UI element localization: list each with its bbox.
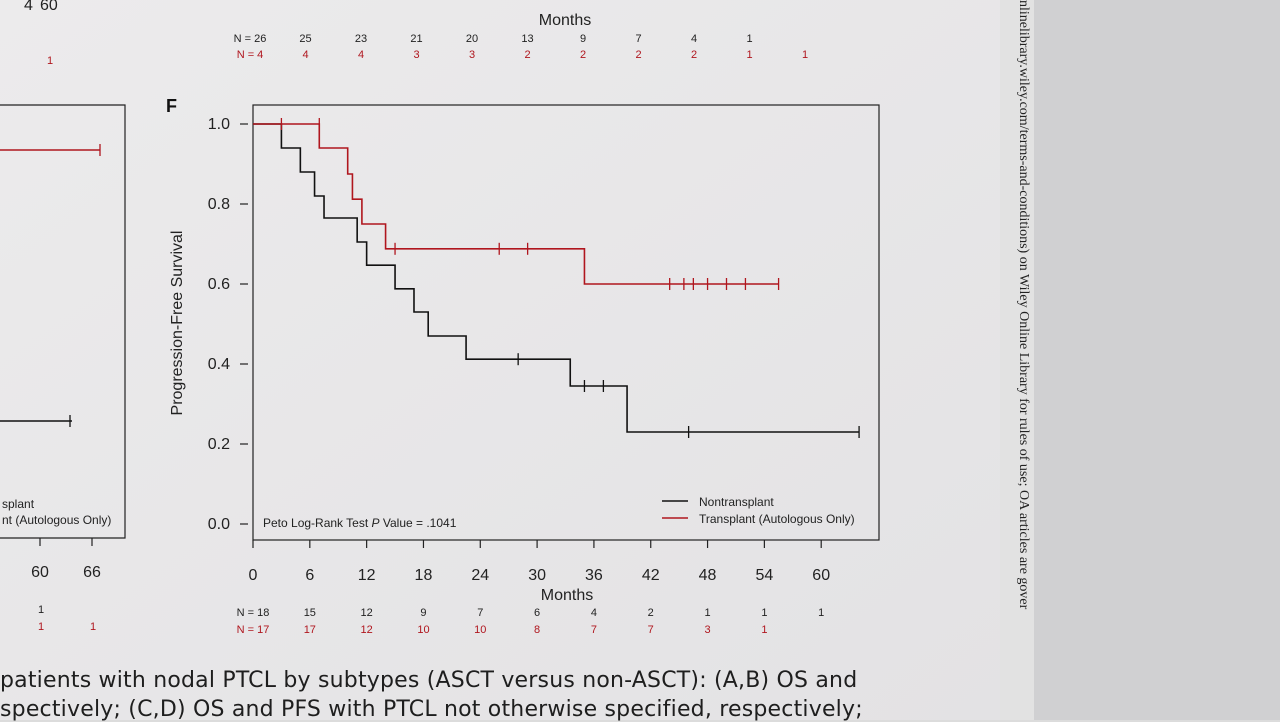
left-risk-row1-a: 1 [38,604,44,616]
risk-transplant: N = 17 [237,624,270,636]
risk-transplant: 17 [304,624,316,636]
series-line-transplant [253,123,779,285]
upper-risk-transplant: 3 [469,49,475,61]
upper-risk-transplant: 3 [413,49,419,61]
y-tick-label: 0.8 [208,196,230,213]
x-tick-label: 24 [471,567,489,584]
upper-risk-nontransplant: 7 [635,33,641,45]
survival-curves [253,118,860,438]
series-line-nontransplant [253,123,860,433]
x-tick-label: 30 [528,567,546,584]
x-axis: 0 6 12 18 24 30 36 42 48 54 60 [249,540,830,584]
x-tick-label: 42 [642,567,660,584]
x-tick-label: 12 [358,567,376,584]
x-tick-label: 18 [415,567,433,584]
left-x-tick-label-66: 66 [83,564,101,581]
upper-risk-nontransplant: 21 [410,33,422,45]
background-shadow [1034,0,1280,720]
risk-nontransplant: 2 [648,607,654,619]
pvalue-prefix: Peto Log-Rank Test [263,516,372,530]
risk-table: N = 18 N = 17 15 17 12 12 9 10 7 10 6 8 4 7 2 7 1 3 1 1 1 [237,607,825,636]
upper-xlabel: Months [539,12,591,29]
upper-risk-transplant: 1 [746,49,752,61]
x-tick-label: 48 [699,567,717,584]
risk-nontransplant: 7 [477,607,483,619]
upper-risk-transplant: 1 [802,49,808,61]
pvalue-suffix: Value = .1041 [380,516,457,530]
risk-transplant: 7 [648,624,654,636]
left-risk-row2-b: 1 [90,621,96,633]
upper-risk-nontransplant: 20 [466,33,478,45]
plot-frame [252,104,880,541]
risk-nontransplant: 1 [818,607,824,619]
y-axis-label: Progression-Free Survival [169,231,186,416]
risk-transplant: 7 [591,624,597,636]
upper-risk-nontransplant: 1 [746,33,752,45]
upper-risk-transplant: 4 [358,49,364,61]
legend-label-nontransplant: Nontransplant [699,495,774,509]
paper-margin [1000,0,1034,720]
upper-risk-nontransplant: 25 [299,33,311,45]
risk-transplant: 10 [417,624,429,636]
vertical-margin-text: nlinelibrary.wiley.com/terms-and-conditi… [1016,0,1031,610]
panel-label: F [166,96,177,116]
legend: Nontransplant Transplant (Autologous Onl… [662,495,855,526]
y-tick-label: 0.2 [208,436,230,453]
upper-risk-transplant: 2 [635,49,641,61]
y-tick-label: 1.0 [208,116,230,133]
risk-transplant: 3 [704,624,710,636]
risk-transplant: 12 [361,624,373,636]
x-tick-label: 0 [249,567,258,584]
x-tick-label: 36 [585,567,603,584]
upper-left-number-2: 60 [40,0,58,14]
left-legend-fragment-1: splant [2,497,35,511]
upper-panel: 4 60 Months 1 N = 26N = 4254234213203132… [24,0,808,67]
upper-risk-nontransplant: 23 [355,33,367,45]
legend-label-transplant: Transplant (Autologous Only) [699,512,855,526]
risk-transplant: 1 [761,624,767,636]
risk-nontransplant: 1 [761,607,767,619]
upper-left-red-number: 1 [47,55,53,67]
risk-nontransplant: N = 18 [237,607,270,619]
left-legend-fragment-2: nt (Autologous Only) [2,513,111,527]
risk-nontransplant: 15 [304,607,316,619]
left-panel-frame [0,104,126,539]
upper-risk-transplant: 2 [580,49,586,61]
upper-risk-nontransplant: 9 [580,33,586,45]
risk-transplant: 8 [534,624,540,636]
upper-left-number-1: 4 [24,0,33,14]
upper-risk-nontransplant: N = 26 [234,33,267,45]
caption-line-2: spectively; (C,D) OS and PFS with PTCL n… [0,697,863,722]
risk-transplant: 10 [474,624,486,636]
x-tick-label: 6 [305,567,314,584]
x-tick-label: 54 [755,567,773,584]
upper-risk-nontransplant: 4 [691,33,697,45]
risk-nontransplant: 6 [534,607,540,619]
upper-risk-nontransplant: 13 [521,33,533,45]
risk-nontransplant: 1 [704,607,710,619]
upper-risk-transplant: N = 4 [237,49,264,61]
risk-nontransplant: 9 [420,607,426,619]
upper-risk-transplant: 4 [302,49,308,61]
y-tick-label: 0.6 [208,276,230,293]
risk-nontransplant: 4 [591,607,597,619]
y-tick-label: 0.0 [208,516,230,533]
x-axis-label: Months [541,587,593,604]
left-x-tick-label-60: 60 [31,564,49,581]
upper-risk-transplant: 2 [691,49,697,61]
left-risk-row2-a: 1 [38,621,44,633]
risk-nontransplant: 12 [361,607,373,619]
y-axis: 0.0 0.2 0.4 0.6 0.8 1.0 [208,116,248,533]
main-chart: F Progression-Free Survival 0.0 0.2 0.4 0.6… [166,96,880,636]
upper-risk-transplant: 2 [524,49,530,61]
x-tick-label: 60 [812,567,830,584]
y-tick-label: 0.4 [208,356,230,373]
caption-line-1: patients with nodal PTCL by subtypes (AS… [0,668,858,693]
pvalue-italic: P [372,516,380,530]
left-panel: splant nt (Autologous Only) 60 66 1 1 1 [0,104,126,633]
pvalue-annotation: Peto Log-Rank Test P Value = .1041 [263,516,457,530]
